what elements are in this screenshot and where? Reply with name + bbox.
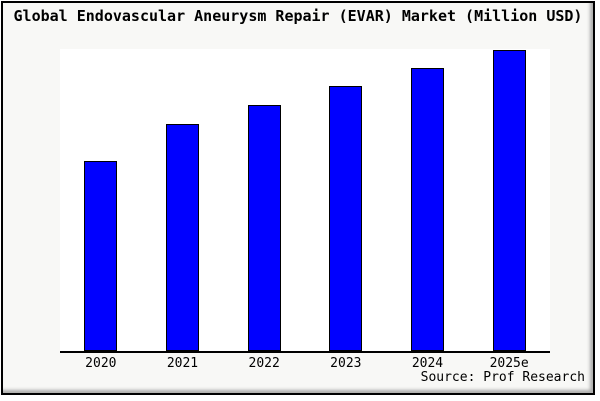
x-tick-label-2022: 2022 <box>248 356 280 371</box>
bar-2022 <box>247 105 281 351</box>
source-caption: Source: Prof Research <box>420 370 585 385</box>
bar-2020 <box>84 161 118 351</box>
x-tick-label-2025e: 2025e <box>489 356 529 371</box>
bar-2024 <box>411 68 444 351</box>
x-tick-label-2021: 2021 <box>166 356 199 371</box>
bar-2025e <box>492 50 526 351</box>
chart-title: Global Endovascular Aneurysm Repair (EVA… <box>13 7 583 25</box>
chart-window: Global Endovascular Aneurysm Repair (EVA… <box>1 1 595 395</box>
x-tick-label-2023: 2023 <box>330 356 362 371</box>
bar-2021 <box>166 124 199 351</box>
bar-2023 <box>329 86 363 351</box>
x-tick-label-2024: 2024 <box>411 356 444 371</box>
plot-area <box>60 49 550 353</box>
x-tick-label-2020: 2020 <box>85 356 117 371</box>
